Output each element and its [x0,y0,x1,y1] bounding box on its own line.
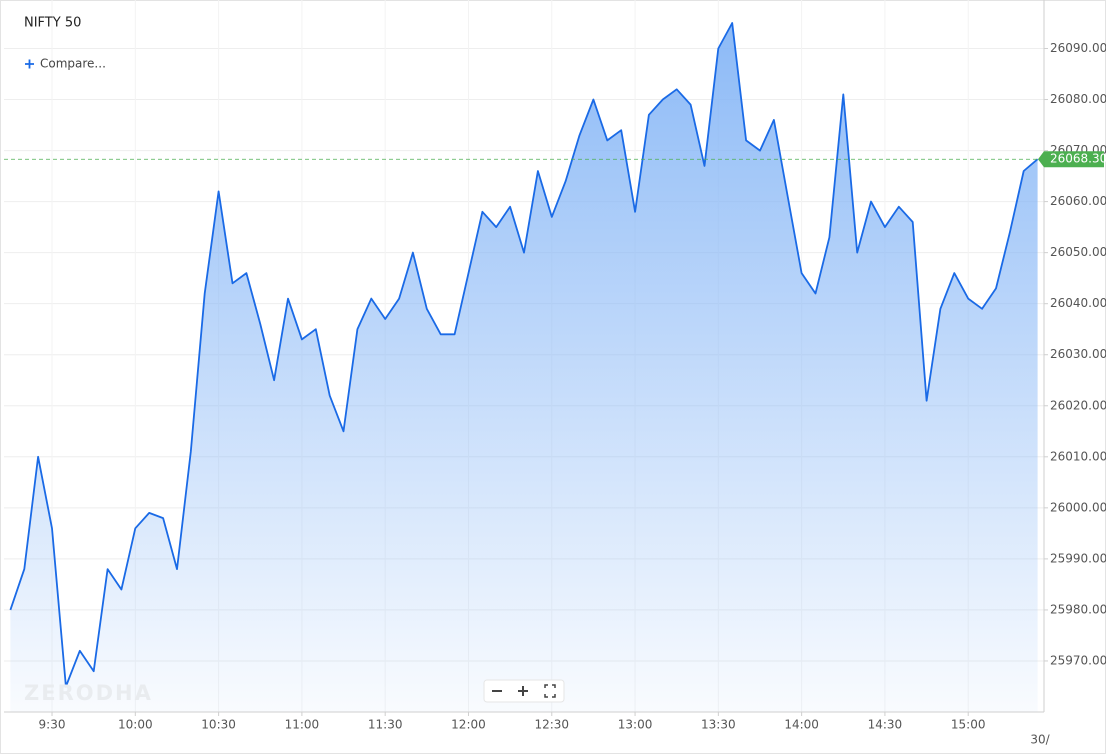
y-tick-label: 26080.00 [1050,92,1106,106]
x-tick-label: 10:00 [118,718,153,732]
y-tick-label: 26010.00 [1050,449,1106,463]
y-tick-label: 26040.00 [1050,296,1106,310]
fullscreen[interactable] [544,684,556,698]
x-tick-label: 13:00 [618,718,653,732]
y-tick-label: 26060.00 [1050,194,1106,208]
price-line [9,22,1039,688]
y-tick-label: 25970.00 [1050,653,1106,667]
last-price-tag [1038,151,1104,168]
y-tick-label: 25980.00 [1050,602,1106,616]
x-tick-label: 14:30 [868,718,903,732]
y-tick-label: 25990.00 [1050,551,1106,565]
last-price-label: 26068.30 [1050,152,1106,166]
x-tick-label: 13:30 [701,718,736,732]
x-tick-label: 15:00 [951,718,986,732]
x-tick-label: 11:00 [285,718,320,732]
y-tick-label: 26050.00 [1050,245,1106,259]
zoom-controls [483,679,565,703]
y-tick-label: 26090.00 [1050,41,1106,55]
x-tick-label: 9:30 [39,718,66,732]
x-tick-label: 12:30 [534,718,569,732]
x-tick-label: 12:00 [451,718,486,732]
x-tick-label: 11:30 [368,718,403,732]
date-label: 30/ [1030,733,1050,747]
y-tick-label: 26030.00 [1050,347,1106,361]
plot [9,22,1039,712]
chart-title: NIFTY 50 [24,16,81,31]
plus-icon [25,59,34,69]
x-tick-label: 14:00 [784,718,819,732]
area-fill [10,23,1038,712]
x-tick-label: 10:30 [201,718,236,732]
watermark: ZERODHA [24,681,153,705]
y-tick-label: 26000.00 [1050,500,1106,514]
y-tick-label: 26020.00 [1050,398,1106,412]
compare-label[interactable]: Compare... [40,57,106,71]
compare-button[interactable]: Compare... [25,57,106,71]
zoom-in[interactable] [518,686,528,696]
